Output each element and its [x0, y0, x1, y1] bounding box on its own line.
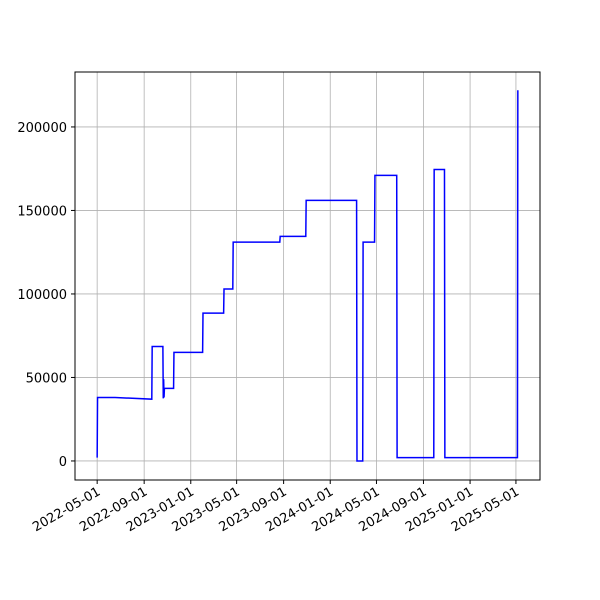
- y-tick-label: 200000: [17, 121, 67, 136]
- data-line: [96, 90, 519, 462]
- y-tick-label: 0: [59, 455, 67, 470]
- y-tick-label: 50000: [26, 371, 67, 386]
- y-tick-label: 100000: [17, 288, 67, 303]
- plot-frame: [74, 71, 541, 481]
- y-tick-label: 150000: [17, 204, 67, 219]
